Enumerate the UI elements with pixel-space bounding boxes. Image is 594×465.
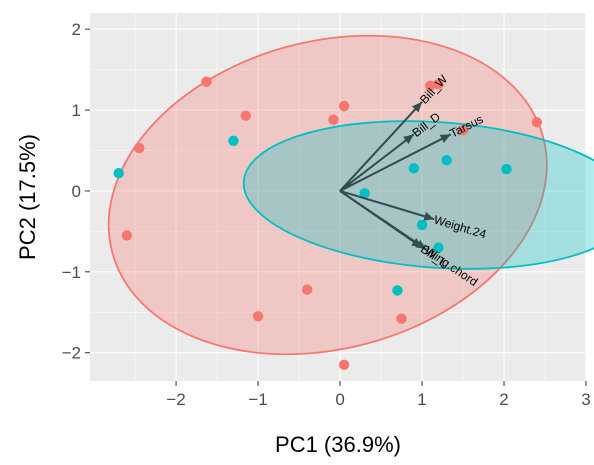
loading-arrowhead: [439, 134, 451, 143]
axes: −2 −1 0 1 2 3 −2 −1 0 1 2: [62, 20, 591, 409]
score-point-group-1: [338, 359, 350, 371]
grid-major: [90, 13, 587, 381]
loading-arrowhead: [403, 134, 414, 144]
y-tick-label: 1: [72, 101, 81, 120]
score-point-group-2: [359, 188, 370, 199]
loading-arrowhead: [415, 239, 427, 250]
plot-panel: [90, 13, 586, 381]
confidence-ellipses: [107, 34, 594, 356]
y-tick-label: −2: [62, 344, 81, 363]
score-point-group-2: [433, 242, 444, 253]
score-point-group-2: [228, 135, 239, 146]
loading-arrowhead: [411, 101, 423, 113]
x-tick-label: 1: [417, 390, 426, 409]
score-point-group-2: [113, 167, 124, 179]
x-tick-label: 3: [581, 390, 590, 409]
y-axis-title: PC2 (17.5%): [15, 134, 40, 260]
loading-arrowhead: [423, 212, 435, 221]
score-point-group-2: [408, 163, 420, 174]
x-tick-label: 0: [335, 390, 344, 409]
score-point-group-1: [396, 313, 407, 324]
score-point-group-2: [392, 285, 403, 296]
x-axis-title: PC1 (36.9%): [275, 432, 401, 457]
score-point-group-1: [133, 142, 145, 154]
y-tick-label: −1: [62, 263, 81, 282]
x-tick-label: −2: [166, 390, 185, 409]
score-point-group-1: [201, 76, 212, 87]
score-point-group-1: [457, 125, 469, 136]
score-point-group-1: [531, 116, 543, 128]
score-point-group-2: [441, 155, 452, 166]
score-point-group-2: [416, 219, 428, 231]
score-point-group-1: [433, 78, 444, 90]
loading-arrow: [339, 189, 435, 221]
score-point-group-1: [121, 230, 133, 241]
y-tick-label: 0: [72, 182, 81, 201]
score-point-group-1: [328, 114, 339, 125]
x-tick-label: 2: [499, 390, 508, 409]
score-point-group-1: [425, 80, 436, 91]
loading-arrow: [339, 133, 415, 192]
score-point-group-1: [302, 284, 313, 295]
loading-arrow: [339, 133, 452, 192]
score-points: [113, 76, 543, 371]
loading-arrowhead: [411, 238, 423, 248]
loading-arrow: [339, 190, 423, 249]
score-point-group-1: [252, 311, 264, 322]
loading-arrow: [339, 101, 423, 192]
score-point-group-1: [338, 100, 350, 112]
grid-minor: [90, 13, 586, 381]
x-tick-label: −1: [248, 390, 267, 409]
group-ellipse-2: [242, 120, 594, 270]
score-point-group-1: [240, 110, 251, 121]
group-ellipse-1: [107, 34, 548, 356]
y-tick-label: 2: [72, 20, 81, 39]
score-point-group-2: [501, 163, 512, 175]
